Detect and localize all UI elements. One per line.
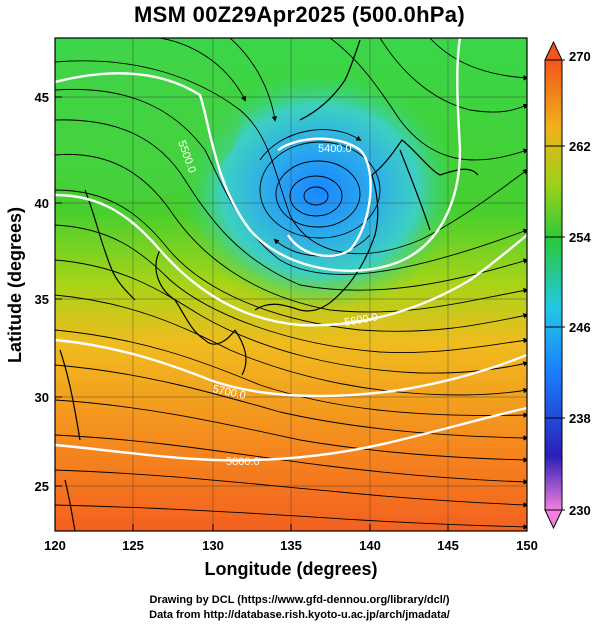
colorbar-lower-arrow <box>544 509 563 530</box>
coastlines <box>59 39 479 531</box>
y-axis-title: Latitude (degrees) <box>5 207 25 363</box>
colorbar-label: 254 <box>569 230 591 245</box>
height-contours <box>55 38 527 462</box>
colorbar-label: 270 <box>569 49 591 64</box>
contour-label-5600: 5600.0 <box>343 311 378 329</box>
wind-streamlines <box>55 38 527 530</box>
contour-label-5800: 5800.0 <box>226 456 260 468</box>
y-tick-label: 30 <box>35 390 49 405</box>
colorbar-label: 246 <box>569 320 591 335</box>
drawing-credit: Drawing by DCL (https://www.gfd-dennou.o… <box>149 594 450 606</box>
y-tick-label: 40 <box>35 196 49 211</box>
contour-labels: 5400.0 5500.0 5600.0 5700.0 5800.0 <box>175 139 378 468</box>
y-tick-label: 45 <box>35 90 49 105</box>
data-source-credit: Data from http://database.rish.kyoto-u.a… <box>149 609 450 621</box>
colorbar-upper-arrow <box>544 40 563 61</box>
colorbar-label: 262 <box>569 139 591 154</box>
x-tick-label: 130 <box>202 538 224 553</box>
map-title: MSM 00Z29Apr2025 (500.0hPa) <box>134 2 465 27</box>
y-tick-label: 35 <box>35 292 49 307</box>
y-tick-label: 25 <box>35 479 49 494</box>
x-tick-label: 135 <box>280 538 302 553</box>
x-tick-label: 140 <box>359 538 381 553</box>
colorbar-label: 230 <box>569 503 591 518</box>
x-tick-label: 145 <box>437 538 459 553</box>
colorbar-gradient <box>544 59 563 511</box>
contour-label-5400: 5400.0 <box>318 143 352 155</box>
x-tick-label: 120 <box>44 538 66 553</box>
colorbar-label: 238 <box>569 411 591 426</box>
x-tick-label: 125 <box>122 538 144 553</box>
x-tick-label: 150 <box>516 538 538 553</box>
colorbar: 270 262 254 246 238 230 <box>544 40 591 530</box>
x-axis-title: Longitude (degrees) <box>204 559 377 579</box>
